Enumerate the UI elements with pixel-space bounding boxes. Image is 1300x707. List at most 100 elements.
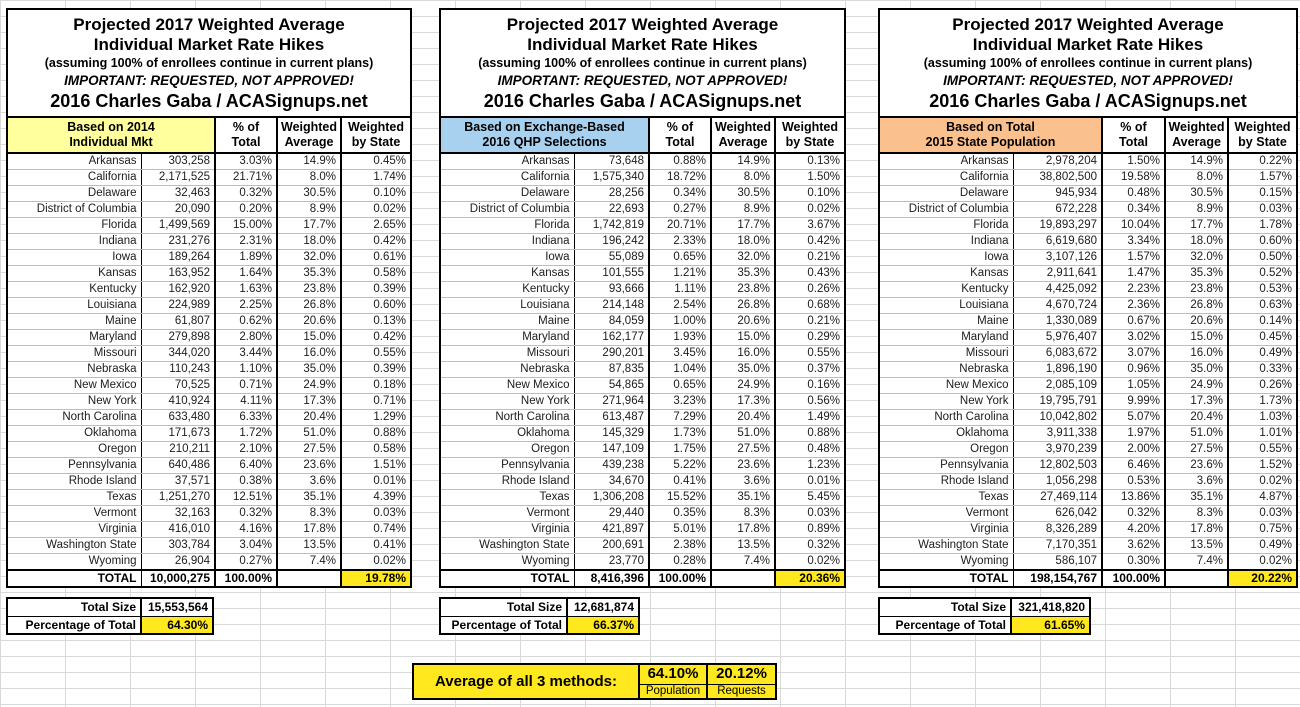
state-name-cell[interactable]: California [441, 169, 575, 186]
market-size-cell[interactable]: 110,243 [141, 361, 217, 378]
percentage-of-total-value[interactable]: 66.37% [567, 616, 638, 633]
pct-of-total-cell[interactable]: 4.20% [1102, 521, 1166, 538]
weighted-by-state-cell[interactable]: 0.29% [775, 329, 844, 346]
market-size-cell[interactable]: 147,109 [574, 441, 650, 458]
total-pct-cell[interactable]: 100.00% [649, 569, 712, 586]
market-size-cell[interactable]: 210,211 [141, 441, 217, 458]
weighted-average-cell[interactable]: 15.0% [711, 329, 776, 346]
weighted-by-state-cell[interactable]: 0.50% [1228, 249, 1296, 266]
market-size-cell[interactable]: 4,670,724 [1013, 297, 1103, 314]
weighted-by-state-cell[interactable]: 0.21% [775, 249, 844, 266]
market-size-cell[interactable]: 613,487 [574, 409, 650, 426]
weighted-by-state-cell[interactable]: 1.52% [1228, 457, 1296, 474]
weighted-average-cell[interactable]: 51.0% [277, 425, 343, 442]
weighted-by-state-cell[interactable]: 0.42% [341, 329, 410, 346]
market-size-cell[interactable]: 84,059 [574, 313, 650, 330]
weighted-average-cell[interactable]: 8.9% [277, 201, 343, 218]
weighted-by-state-cell[interactable]: 0.10% [775, 185, 844, 202]
market-size-cell[interactable]: 8,326,289 [1013, 521, 1103, 538]
weighted-average-cell[interactable]: 8.0% [711, 169, 776, 186]
weighted-average-cell[interactable]: 8.9% [1165, 201, 1229, 218]
weighted-by-state-cell[interactable]: 0.03% [341, 505, 410, 522]
state-name-cell[interactable]: Missouri [441, 345, 575, 362]
state-name-cell[interactable]: Indiana [880, 233, 1014, 250]
column-header-weighted-by-state[interactable]: Weighted by State [341, 118, 410, 154]
state-name-cell[interactable]: Delaware [441, 185, 575, 202]
pct-of-total-cell[interactable]: 6.40% [215, 457, 279, 474]
market-size-cell[interactable]: 73,648 [574, 153, 650, 170]
weighted-by-state-cell[interactable]: 0.02% [341, 553, 410, 571]
state-name-cell[interactable]: Oklahoma [880, 425, 1014, 442]
market-size-cell[interactable]: 1,056,298 [1013, 473, 1103, 490]
pct-of-total-cell[interactable]: 12.51% [215, 489, 279, 506]
total-label-cell[interactable]: TOTAL [880, 569, 1014, 586]
market-size-cell[interactable]: 93,666 [574, 281, 650, 298]
state-name-cell[interactable]: Wyoming [8, 553, 142, 571]
weighted-by-state-cell[interactable]: 0.42% [341, 233, 410, 250]
weighted-average-cell[interactable]: 7.4% [1165, 553, 1229, 571]
weighted-by-state-cell[interactable]: 0.22% [1228, 153, 1296, 170]
pct-of-total-cell[interactable]: 2.31% [215, 233, 279, 250]
market-size-cell[interactable]: 19,795,791 [1013, 393, 1103, 410]
market-size-cell[interactable]: 171,673 [141, 425, 217, 442]
weighted-by-state-cell[interactable]: 1.29% [341, 409, 410, 426]
weighted-by-state-cell[interactable]: 1.78% [1228, 217, 1296, 234]
state-name-cell[interactable]: Washington State [880, 537, 1014, 554]
state-name-cell[interactable]: Rhode Island [441, 473, 575, 490]
state-name-cell[interactable]: North Carolina [880, 409, 1014, 426]
market-size-cell[interactable]: 196,242 [574, 233, 650, 250]
weighted-by-state-cell[interactable]: 0.55% [1228, 441, 1296, 458]
market-size-cell[interactable]: 279,898 [141, 329, 217, 346]
state-name-cell[interactable]: District of Columbia [880, 201, 1014, 218]
pct-of-total-cell[interactable]: 0.20% [215, 201, 279, 218]
weighted-by-state-cell[interactable]: 0.37% [775, 361, 844, 378]
market-size-cell[interactable]: 1,251,270 [141, 489, 217, 506]
market-size-cell[interactable]: 1,575,340 [574, 169, 650, 186]
weighted-average-cell[interactable]: 18.0% [277, 233, 343, 250]
market-size-cell[interactable]: 640,486 [141, 457, 217, 474]
weighted-average-cell[interactable]: 13.5% [1165, 537, 1229, 554]
weighted-average-cell[interactable]: 26.8% [1165, 297, 1229, 314]
pct-of-total-cell[interactable]: 0.48% [1102, 185, 1166, 202]
pct-of-total-cell[interactable]: 19.58% [1102, 169, 1166, 186]
weighted-average-cell[interactable]: 3.6% [711, 473, 776, 490]
total-wavg-cell[interactable] [1165, 569, 1229, 586]
average-requests-label[interactable]: Requests [717, 684, 766, 697]
pct-of-total-cell[interactable]: 2.25% [215, 297, 279, 314]
pct-of-total-cell[interactable]: 1.00% [649, 313, 712, 330]
weighted-average-cell[interactable]: 30.5% [277, 185, 343, 202]
weighted-average-cell[interactable]: 18.0% [711, 233, 776, 250]
state-name-cell[interactable]: Louisiana [880, 297, 1014, 314]
pct-of-total-cell[interactable]: 1.57% [1102, 249, 1166, 266]
basis-header[interactable]: Based on 2014 Individual Mkt [8, 118, 217, 154]
weighted-by-state-cell[interactable]: 0.53% [1228, 281, 1296, 298]
state-name-cell[interactable]: Rhode Island [880, 473, 1014, 490]
pct-of-total-cell[interactable]: 1.73% [649, 425, 712, 442]
market-size-cell[interactable]: 5,976,407 [1013, 329, 1103, 346]
state-name-cell[interactable]: Iowa [880, 249, 1014, 266]
pct-of-total-cell[interactable]: 1.93% [649, 329, 712, 346]
state-name-cell[interactable]: Delaware [880, 185, 1014, 202]
pct-of-total-cell[interactable]: 0.34% [1102, 201, 1166, 218]
market-size-cell[interactable]: 2,171,525 [141, 169, 217, 186]
weighted-by-state-cell[interactable]: 0.58% [341, 265, 410, 282]
weighted-average-cell[interactable]: 18.0% [1165, 233, 1229, 250]
state-name-cell[interactable]: California [8, 169, 142, 186]
state-name-cell[interactable]: Virginia [880, 521, 1014, 538]
total-size-label[interactable]: Total Size [8, 599, 142, 617]
weighted-by-state-cell[interactable]: 0.33% [1228, 361, 1296, 378]
weighted-by-state-cell[interactable]: 1.23% [775, 457, 844, 474]
weighted-average-cell[interactable]: 24.9% [1165, 377, 1229, 394]
pct-of-total-cell[interactable]: 0.27% [215, 553, 279, 571]
market-size-cell[interactable]: 162,177 [574, 329, 650, 346]
state-name-cell[interactable]: New York [880, 393, 1014, 410]
weighted-average-cell[interactable]: 16.0% [711, 345, 776, 362]
weighted-average-cell[interactable]: 14.9% [277, 153, 343, 170]
state-name-cell[interactable]: North Carolina [8, 409, 142, 426]
pct-of-total-cell[interactable]: 0.34% [649, 185, 712, 202]
pct-of-total-cell[interactable]: 10.04% [1102, 217, 1166, 234]
pct-of-total-cell[interactable]: 3.44% [215, 345, 279, 362]
market-size-cell[interactable]: 2,978,204 [1013, 153, 1103, 170]
state-name-cell[interactable]: Iowa [8, 249, 142, 266]
market-size-cell[interactable]: 32,463 [141, 185, 217, 202]
